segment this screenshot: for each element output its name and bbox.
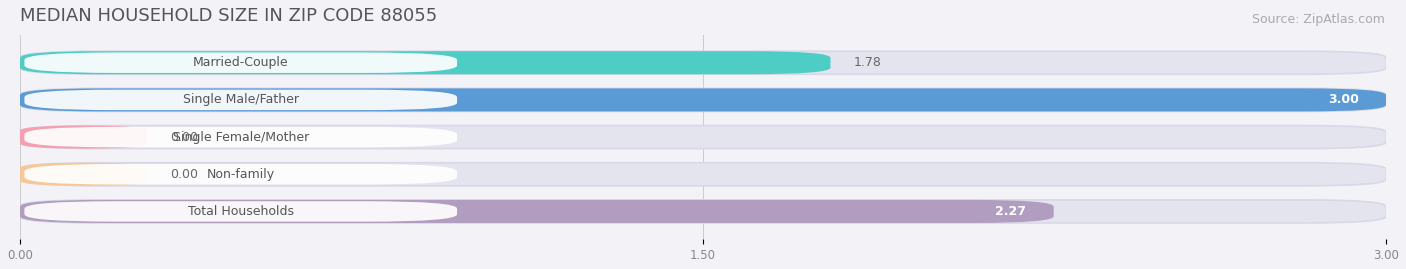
FancyBboxPatch shape: [20, 89, 1386, 111]
FancyBboxPatch shape: [20, 89, 1386, 111]
FancyBboxPatch shape: [20, 163, 1386, 186]
FancyBboxPatch shape: [24, 52, 457, 73]
Text: Single Male/Father: Single Male/Father: [183, 93, 298, 107]
FancyBboxPatch shape: [20, 51, 831, 74]
Text: 0.00: 0.00: [170, 130, 198, 144]
Text: 3.00: 3.00: [1327, 93, 1358, 107]
Text: Married-Couple: Married-Couple: [193, 56, 288, 69]
FancyBboxPatch shape: [20, 200, 1386, 223]
FancyBboxPatch shape: [24, 201, 457, 222]
Text: Single Female/Mother: Single Female/Mother: [173, 130, 309, 144]
FancyBboxPatch shape: [24, 90, 457, 110]
Text: Non-family: Non-family: [207, 168, 274, 181]
Text: Source: ZipAtlas.com: Source: ZipAtlas.com: [1251, 13, 1385, 26]
FancyBboxPatch shape: [20, 163, 148, 186]
FancyBboxPatch shape: [20, 51, 1386, 74]
Text: 2.27: 2.27: [995, 205, 1026, 218]
FancyBboxPatch shape: [20, 126, 1386, 148]
Text: MEDIAN HOUSEHOLD SIZE IN ZIP CODE 88055: MEDIAN HOUSEHOLD SIZE IN ZIP CODE 88055: [20, 7, 437, 25]
FancyBboxPatch shape: [20, 200, 1053, 223]
Text: 1.78: 1.78: [853, 56, 882, 69]
FancyBboxPatch shape: [24, 164, 457, 185]
FancyBboxPatch shape: [24, 127, 457, 147]
Text: 0.00: 0.00: [170, 168, 198, 181]
FancyBboxPatch shape: [20, 126, 148, 148]
Text: Total Households: Total Households: [188, 205, 294, 218]
